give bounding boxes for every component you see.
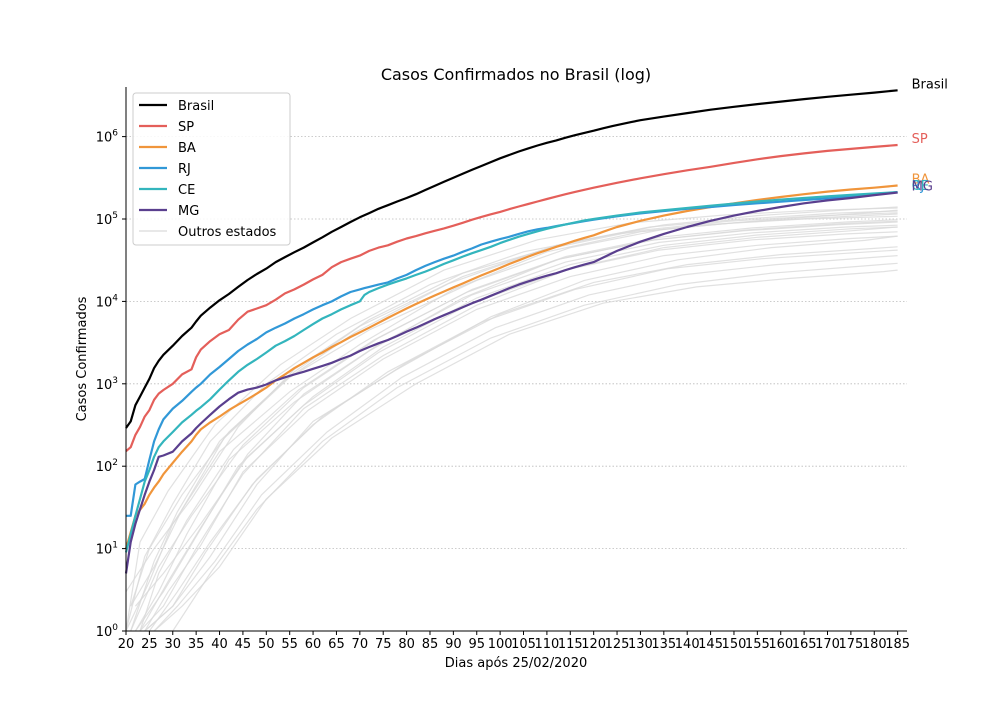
x-tick-label: 75 [375,637,392,652]
legend-label-outros-estados: Outros estados [178,225,277,240]
other-state-line [130,210,898,607]
x-tick-label: 120 [581,637,606,652]
other-state-line [144,235,898,632]
x-tick-label: 60 [305,637,322,652]
other-state-line [125,215,898,632]
x-tick-label: 150 [722,637,747,652]
series-line-brasil [125,89,898,429]
x-tick-label: 160 [768,637,793,652]
x-ticks: 20 25 30 35 40 45 50 55 60 65 70 75 80 85 90 95 10010511… [118,631,910,652]
axes [125,87,907,632]
x-tick-label: 185 [885,637,910,652]
x-tick-label: 90 [445,637,462,652]
other-state-line [153,255,898,632]
other-state-line [130,209,898,607]
x-tick-label: 70 [352,637,369,652]
x-tick-label: 155 [745,637,770,652]
other-state-line [144,249,898,632]
x-tick-label: 25 [141,637,158,652]
legend-label-brasil: Brasil [178,99,214,114]
end-label-ba: BA [912,173,930,188]
legend-label-ba: BA [178,141,196,156]
x-tick-label: 170 [815,637,840,652]
other-state-line [149,262,898,632]
x-tick-label: 30 [164,637,181,652]
x-tick-label: 95 [468,637,485,652]
other-state-line [130,212,898,632]
other-state-line [139,226,898,632]
legend: Brasil SP BA RJ CE MG Outros estados [132,92,291,246]
x-tick-label: 65 [328,637,345,652]
x-tick-label: 130 [628,637,653,652]
chart-title: Casos Confirmados no Brasil (log) [381,65,651,84]
end-label-brasil: Brasil [912,77,948,92]
x-tick-label: 20 [118,637,135,652]
other-state-line [153,269,898,632]
x-axis-label: Dias após 25/02/2020 [445,656,588,671]
legend-label-sp: SP [178,120,194,135]
legend-label-mg: MG [178,204,199,219]
x-tick-label: 80 [398,637,415,652]
series-line-ba [124,184,898,549]
other-state-line [125,206,898,593]
x-tick-label: 105 [511,637,536,652]
other-state-line [148,246,898,632]
x-tick-label: 115 [558,637,583,652]
y-axis-label: Casos Confirmados [75,296,90,421]
x-tick-label: 45 [235,637,252,652]
series-line-ce [124,191,898,553]
other-state-line [134,231,898,632]
series-line-sp [125,143,898,453]
x-tick-label: 140 [675,637,700,652]
end-label-sp: SP [912,132,928,147]
x-tick-label: 100 [488,637,513,652]
end-label-rj: RJ [912,179,925,194]
x-tick-label: 135 [651,637,676,652]
legend-box [132,92,291,246]
series-lines [124,89,898,574]
x-tick-label: 85 [422,637,439,652]
legend-label-rj: RJ [178,162,191,177]
x-tick-label: 180 [862,637,887,652]
series-line-mg [124,191,898,574]
x-tick-label: 55 [281,637,298,652]
other-state-line [139,220,898,632]
legend-label-ce: CE [178,183,195,198]
x-tick-label: 50 [258,637,275,652]
end-label-mg: MG [912,179,933,194]
x-tick-label: 165 [792,637,817,652]
x-tick-label: 35 [188,637,205,652]
end-label-ce: CE [912,179,929,194]
x-tick-label: 125 [605,637,630,652]
x-tick-label: 110 [534,637,559,652]
x-tick-label: 40 [211,637,228,652]
x-tick-label: 175 [838,637,863,652]
x-tick-label: 145 [698,637,723,652]
other-state-line [139,224,898,632]
